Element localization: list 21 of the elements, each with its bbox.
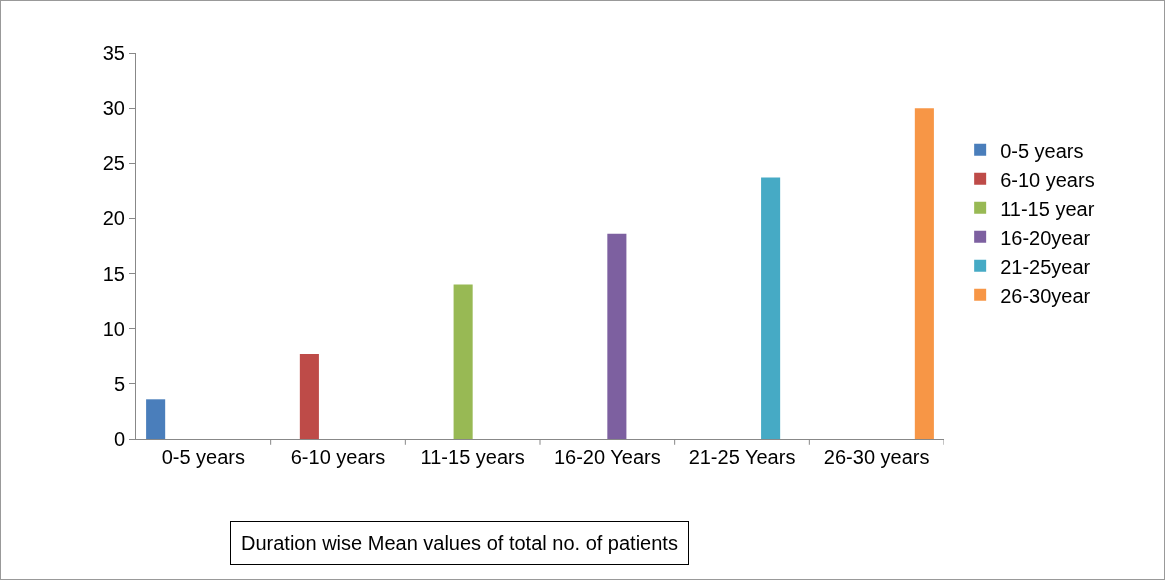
y-tick-label: 35: [102, 42, 125, 64]
y-tick-label: 20: [102, 207, 125, 230]
legend-label: 6-10 years: [1000, 168, 1095, 191]
x-tick-label: 0-5 years: [161, 446, 246, 468]
x-tick-label: 16-20 Years: [553, 446, 661, 468]
legend-label: 21-25year: [1000, 255, 1091, 278]
legend-label: 0-5 years: [1000, 139, 1084, 162]
x-tick-label: 21-25 Years: [688, 446, 796, 468]
y-tick-label: 10: [102, 317, 125, 340]
y-tick-label: 5: [113, 372, 125, 395]
y-tick-label: 0: [113, 428, 125, 450]
legend-label: 11-15 year: [1000, 197, 1095, 220]
x-tick-label: 11-15 years: [420, 446, 525, 468]
legend-label: 16-20year: [1000, 226, 1091, 249]
y-tick-label: 30: [102, 97, 125, 120]
y-tick-label: 25: [102, 152, 125, 175]
legend-label: 26-30year: [1000, 284, 1091, 307]
x-tick-label: 26-30 years: [823, 446, 930, 468]
y-tick-label: 15: [102, 262, 125, 285]
x-axis-title: Duration wise Mean values of total no. of patients: [241, 532, 678, 554]
x-tick-label: 6-10 years: [290, 446, 386, 468]
